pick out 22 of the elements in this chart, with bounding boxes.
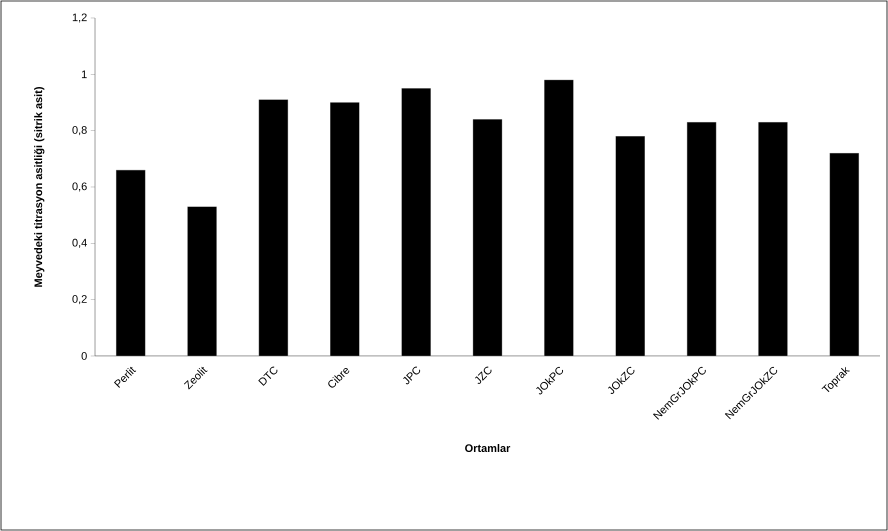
y-tick-label: 0,8 — [72, 126, 87, 136]
bar — [758, 122, 788, 356]
y-tick-label: 0,6 — [72, 182, 87, 192]
x-tick-label: JZC — [474, 366, 492, 384]
y-tick-label: 0,4 — [72, 238, 87, 248]
bar — [401, 88, 431, 356]
y-tick-label: 0 — [82, 352, 87, 360]
bar — [330, 102, 360, 356]
y-tick-label: 1,2 — [72, 13, 87, 23]
x-axis-title: Ortamlar — [465, 444, 510, 452]
bar — [116, 170, 146, 356]
bar — [472, 119, 502, 356]
bar — [830, 152, 860, 356]
bar — [616, 136, 645, 356]
y-axis-title: Meyvedeki titrasyon asitliği (sitrik asit) — [34, 87, 44, 287]
y-tick-label: 0,2 — [72, 295, 87, 304]
bar — [258, 99, 288, 356]
x-tick-label: JPC — [403, 366, 420, 384]
bar — [686, 122, 716, 356]
bar — [187, 206, 217, 356]
y-tick-label: 1 — [82, 70, 87, 78]
bar — [544, 80, 574, 356]
